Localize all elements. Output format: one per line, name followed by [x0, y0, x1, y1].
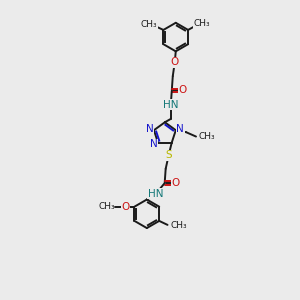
Text: O: O: [121, 202, 129, 212]
Text: S: S: [165, 150, 172, 160]
Text: CH₃: CH₃: [193, 20, 210, 28]
Text: N: N: [176, 124, 184, 134]
Text: CH₃: CH₃: [141, 20, 158, 29]
Text: N: N: [146, 124, 153, 134]
Text: CH₃: CH₃: [98, 202, 115, 211]
Text: HN: HN: [148, 189, 164, 199]
Text: N: N: [150, 139, 158, 149]
Text: CH₃: CH₃: [198, 132, 215, 141]
Text: O: O: [172, 178, 180, 188]
Text: O: O: [178, 85, 187, 95]
Text: CH₃: CH₃: [170, 221, 187, 230]
Text: O: O: [171, 57, 179, 67]
Text: HN: HN: [163, 100, 178, 110]
